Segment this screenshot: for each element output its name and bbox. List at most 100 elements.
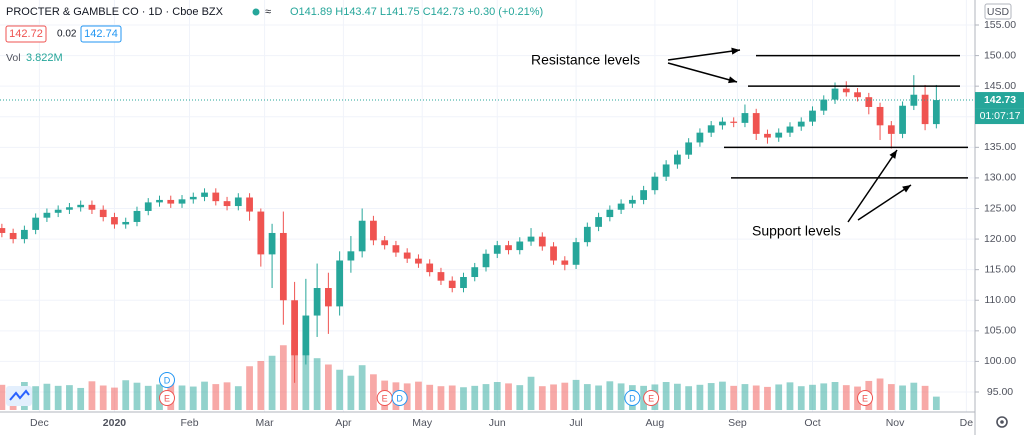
annotation-arrow: [847, 149, 898, 223]
event-label: E: [648, 393, 654, 403]
event-label: D: [629, 393, 636, 403]
currency-box[interactable]: [984, 3, 1012, 20]
candle-body: [88, 204, 96, 210]
candle-body: [381, 240, 389, 246]
candle-body: [212, 192, 220, 202]
volume-bar: [932, 396, 940, 410]
volume-bar: [606, 381, 614, 410]
candle-body: [842, 88, 850, 93]
x-tick-label: Apr: [335, 417, 352, 429]
event-label: E: [382, 393, 388, 403]
candle-body: [786, 126, 794, 133]
arrow-head: [731, 47, 740, 55]
candle-body: [370, 220, 377, 241]
volume-bar: [325, 364, 332, 410]
annotation-arrow: [667, 62, 738, 83]
icon: ≈: [265, 6, 271, 18]
event-marker: [391, 390, 408, 406]
volume-bar: [370, 374, 377, 410]
volume-bar: [583, 384, 591, 410]
volume-bar: [66, 385, 73, 410]
volume-bar: [696, 384, 704, 410]
y-tick-label: 110.00: [984, 294, 1015, 306]
price-tag-label: 142.73: [984, 94, 1016, 106]
volume-bar: [358, 365, 366, 410]
candle-body: [797, 121, 805, 127]
volume-bar: [133, 382, 141, 410]
candle-body: [415, 258, 422, 264]
candle-body: [234, 197, 242, 207]
volume-bar: [212, 384, 220, 410]
volume-bar: [809, 384, 816, 410]
volume-bar: [527, 376, 535, 410]
candle-body: [865, 97, 873, 107]
volume-bar: [505, 383, 512, 410]
x-tick-label: Feb: [180, 417, 198, 429]
candle-body: [66, 207, 73, 210]
candle-body: [403, 252, 411, 259]
symbol-title: PROCTER & GAMBLE CO · 1D · Cboe BZX: [6, 6, 224, 18]
ask-box[interactable]: [80, 25, 122, 43]
volume-bar: [752, 385, 760, 410]
volume-bar: [268, 355, 276, 410]
volume-bar: [741, 384, 749, 410]
event-marker: [857, 390, 874, 406]
volume-bar: [471, 385, 479, 410]
x-tick-label: Dec: [30, 417, 49, 429]
volume-bar: [831, 382, 839, 410]
candle-body: [854, 92, 861, 98]
volume-bar: [764, 386, 771, 410]
candle-body: [809, 110, 816, 122]
volume-bar: [99, 385, 107, 410]
event-label: E: [164, 393, 170, 403]
countdown-tag: [975, 108, 1024, 125]
candle-body: [628, 199, 636, 204]
volume-bar: [887, 384, 895, 410]
candle-body: [910, 94, 918, 106]
event-marker: [159, 372, 176, 388]
volume-bar: [786, 382, 794, 410]
volume-bar: [685, 386, 693, 410]
candle-body: [178, 199, 186, 204]
volume-bar: [550, 384, 557, 410]
candle-body: [640, 190, 647, 200]
candle-body: [111, 217, 118, 225]
volume-bar: [189, 386, 197, 410]
y-tick-label: 100.00: [984, 355, 1016, 367]
x-tick-label: Oct: [804, 417, 820, 429]
candle-body: [876, 106, 884, 126]
volume-bar: [144, 385, 152, 410]
candle-body: [167, 199, 175, 204]
candle-body: [325, 288, 332, 307]
volume-bar: [617, 383, 625, 410]
ask: 142.74: [84, 28, 118, 40]
candle-body: [223, 201, 231, 207]
candle-body: [899, 105, 906, 134]
candle-body: [685, 142, 693, 155]
x-tick-label: Sep: [728, 417, 747, 429]
volume-bar: [910, 382, 918, 410]
volume-bar: [775, 384, 783, 410]
currency: USD: [987, 6, 1010, 18]
candle-body: [9, 232, 17, 240]
volume-bar: [448, 385, 456, 410]
candle-body: [257, 211, 265, 255]
bid: 142.72: [9, 28, 43, 40]
settings-icon[interactable]: [996, 416, 1008, 428]
volume-bar: [201, 381, 208, 410]
volume-bar: [482, 384, 490, 410]
volume-bar: [719, 381, 726, 410]
annotation: Support levels: [752, 223, 841, 239]
x-tick-label: Aug: [646, 417, 665, 429]
volume-bar: [493, 382, 501, 410]
candle-body: [662, 164, 670, 177]
candle-body: [595, 217, 602, 227]
event-label: D: [396, 393, 403, 403]
volume-bar: [876, 378, 884, 410]
candle-body: [21, 229, 28, 240]
volume-bar: [572, 379, 580, 410]
volume-bar: [257, 361, 265, 410]
x-tick-label: De: [960, 417, 974, 429]
bid-box[interactable]: [5, 25, 47, 43]
